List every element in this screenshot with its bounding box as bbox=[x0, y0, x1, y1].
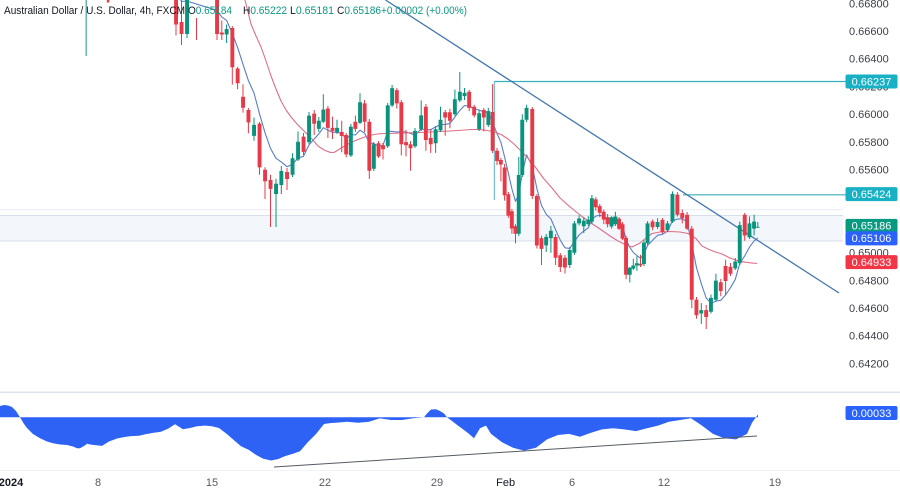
svg-text:6: 6 bbox=[569, 477, 575, 489]
svg-text:+0.00002 (+0.00%): +0.00002 (+0.00%) bbox=[381, 5, 467, 17]
svg-text:0.64600: 0.64600 bbox=[849, 303, 889, 315]
svg-text:0.64400: 0.64400 bbox=[849, 331, 889, 343]
svg-text:0.64200: 0.64200 bbox=[849, 358, 889, 370]
svg-text:Australian Dollar / U.S. Dolla: Australian Dollar / U.S. Dollar, 4h, FXC… bbox=[4, 5, 185, 17]
svg-text:0.65424: 0.65424 bbox=[852, 189, 892, 201]
svg-text:19: 19 bbox=[769, 477, 781, 489]
svg-text:0.66400: 0.66400 bbox=[849, 54, 889, 66]
svg-text:L0.65181: L0.65181 bbox=[290, 5, 334, 17]
svg-text:0.65800: 0.65800 bbox=[849, 137, 889, 149]
svg-text:2024: 2024 bbox=[0, 477, 24, 489]
svg-text:29: 29 bbox=[431, 477, 443, 489]
svg-text:0.64800: 0.64800 bbox=[849, 275, 889, 287]
svg-text:0.66000: 0.66000 bbox=[849, 109, 889, 121]
svg-text:15: 15 bbox=[206, 477, 218, 489]
svg-text:8: 8 bbox=[95, 477, 101, 489]
svg-text:0.00033: 0.00033 bbox=[852, 408, 892, 420]
svg-text:0.65186: 0.65186 bbox=[852, 221, 892, 233]
svg-text:0.66237: 0.66237 bbox=[852, 76, 892, 88]
svg-text:22: 22 bbox=[319, 477, 331, 489]
svg-text:C0.65186: C0.65186 bbox=[337, 5, 381, 17]
svg-text:0.66600: 0.66600 bbox=[849, 26, 889, 38]
svg-text:H0.65222: H0.65222 bbox=[243, 5, 287, 17]
svg-text:0.66800: 0.66800 bbox=[849, 0, 889, 10]
svg-text:O0.65184: O0.65184 bbox=[188, 5, 232, 17]
svg-text:0.64933: 0.64933 bbox=[852, 257, 892, 269]
svg-text:0.65600: 0.65600 bbox=[849, 165, 889, 177]
svg-text:0.65106: 0.65106 bbox=[852, 233, 892, 245]
svg-text:12: 12 bbox=[658, 477, 670, 489]
svg-text:Feb: Feb bbox=[496, 477, 515, 489]
